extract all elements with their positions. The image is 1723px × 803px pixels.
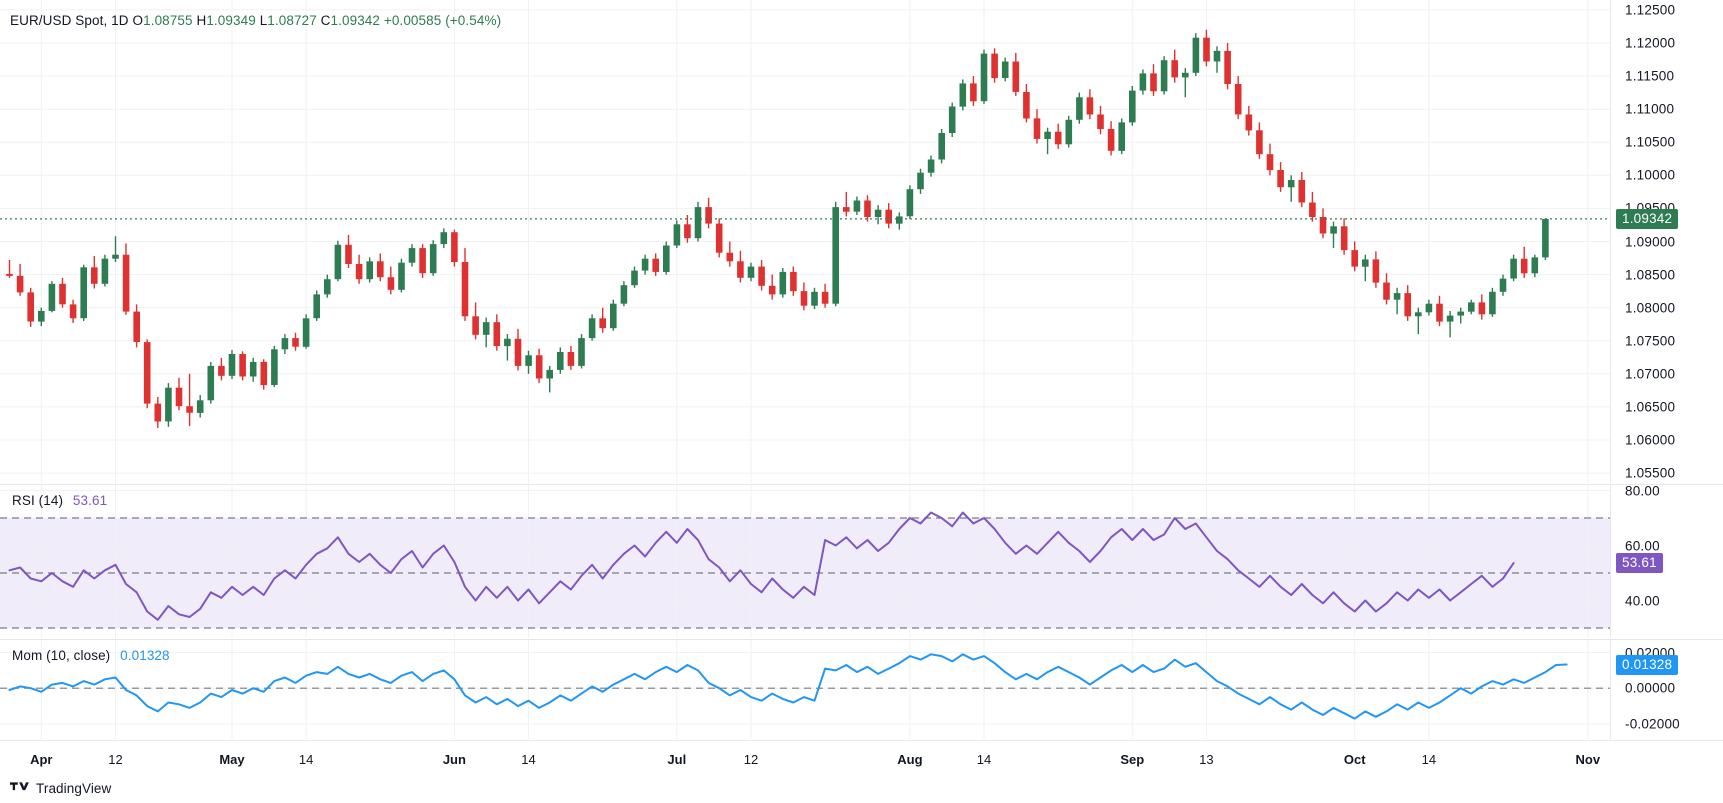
price-plot-area[interactable] — [0, 0, 1610, 483]
momentum-series — [0, 640, 1610, 739]
price-tick-label: 1.12500 — [1625, 2, 1676, 18]
high-value: 1.09349 — [206, 13, 256, 28]
price-tick-label: 1.11500 — [1625, 68, 1675, 84]
time-axis-label: May — [219, 752, 245, 767]
price-legend: EUR/USD Spot, 1D O1.08755 H1.09349 L1.08… — [10, 13, 501, 28]
time-axis-label: 14 — [298, 752, 314, 767]
time-axis-label: 12 — [108, 752, 123, 767]
rsi-series — [0, 485, 1610, 638]
current-price-badge[interactable]: 1.09342 — [1616, 208, 1679, 229]
tradingview-brand-text: TradingView — [36, 781, 112, 796]
open-label: O — [132, 13, 144, 28]
momentum-scale[interactable]: 0.02000 0.00000 -0.02000 0.01328 — [1610, 640, 1723, 739]
momentum-legend[interactable]: Mom (10, close) 0.01328 — [12, 648, 170, 663]
momentum-value: 0.01328 — [120, 648, 170, 663]
rsi-tick-label: 80.00 — [1625, 483, 1660, 498]
price-tick-label: 1.12000 — [1625, 35, 1676, 51]
rsi-value-badge[interactable]: 53.61 — [1616, 553, 1663, 574]
low-label: L — [259, 13, 268, 28]
price-tick-label: 1.11000 — [1625, 101, 1675, 117]
momentum-panel[interactable]: 0.02000 0.00000 -0.02000 0.01328 Mom (10, c… — [0, 639, 1723, 739]
tradingview-logo[interactable]: TradingView — [10, 781, 111, 796]
low-value: 1.08727 — [267, 13, 317, 28]
rsi-panel[interactable]: 80.00 60.00 40.00 53.61 RSI (14) 53.61 — [0, 483, 1723, 638]
rsi-label: RSI (14) — [12, 493, 64, 508]
price-tick-label: 1.07000 — [1625, 366, 1676, 382]
time-axis[interactable]: Apr 12 May 14 Jun 14 Jul 12 Aug 14 Sep 13 Oct 14 Nov — [0, 740, 1723, 778]
time-axis-label: 12 — [743, 752, 759, 767]
momentum-label: Mom (10, close) — [12, 648, 111, 663]
rsi-tick-label: 60.00 — [1625, 538, 1660, 553]
close-label: C — [320, 13, 331, 28]
price-change: +0.00585 (+0.54%) — [383, 13, 502, 28]
momentum-tick-label: 0.00000 — [1625, 680, 1676, 696]
rsi-legend[interactable]: RSI (14) 53.61 — [12, 493, 107, 508]
price-tick-label: 1.06000 — [1625, 432, 1676, 448]
rsi-scale[interactable]: 80.00 60.00 40.00 53.61 — [1610, 483, 1723, 638]
time-axis-label: Apr — [30, 752, 53, 767]
time-axis-label: Sep — [1120, 752, 1145, 767]
rsi-tick-label: 40.00 — [1625, 593, 1660, 608]
open-value: 1.08755 — [143, 13, 193, 28]
time-axis-label: 13 — [1199, 752, 1214, 767]
time-axis-label: Oct — [1343, 752, 1366, 767]
time-axis-label: Jun — [442, 752, 466, 767]
time-axis-label: 14 — [976, 752, 992, 767]
momentum-tick-label: -0.02000 — [1625, 716, 1680, 732]
price-scale[interactable]: 1.12500 1.12000 1.11500 1.11000 1.10500 1.100… — [1610, 0, 1723, 483]
price-tick-label: 1.10000 — [1625, 167, 1676, 183]
momentum-plot-area[interactable] — [0, 640, 1610, 739]
tradingview-mark-icon — [10, 782, 29, 791]
price-tick-label: 1.08500 — [1625, 267, 1676, 283]
momentum-value-badge[interactable]: 0.01328 — [1616, 654, 1679, 675]
high-label: H — [196, 13, 207, 28]
time-axis-label: Jul — [667, 752, 687, 767]
footer-bar: TradingView — [0, 778, 1723, 803]
price-tick-label: 1.06500 — [1625, 399, 1676, 415]
time-axis-label: Aug — [897, 752, 923, 767]
price-tick-label: 1.07500 — [1625, 333, 1676, 349]
rsi-value: 53.61 — [72, 493, 108, 508]
time-axis-label: Nov — [1575, 752, 1601, 767]
price-panel[interactable]: 1.12500 1.12000 1.11500 1.11000 1.10500 1.100… — [0, 0, 1723, 483]
close-value: 1.09342 — [330, 13, 381, 28]
price-tick-label: 1.10500 — [1625, 134, 1676, 150]
price-tick-label: 1.09000 — [1625, 234, 1676, 249]
time-axis-label: 14 — [1421, 752, 1437, 767]
candlestick-series — [0, 0, 1610, 483]
price-tick-label: 1.05500 — [1625, 465, 1676, 481]
rsi-plot-area[interactable] — [0, 485, 1610, 638]
symbol-title[interactable]: EUR/USD Spot, 1D — [10, 13, 129, 28]
price-tick-label: 1.08000 — [1625, 300, 1676, 316]
time-axis-label: 14 — [521, 752, 536, 767]
